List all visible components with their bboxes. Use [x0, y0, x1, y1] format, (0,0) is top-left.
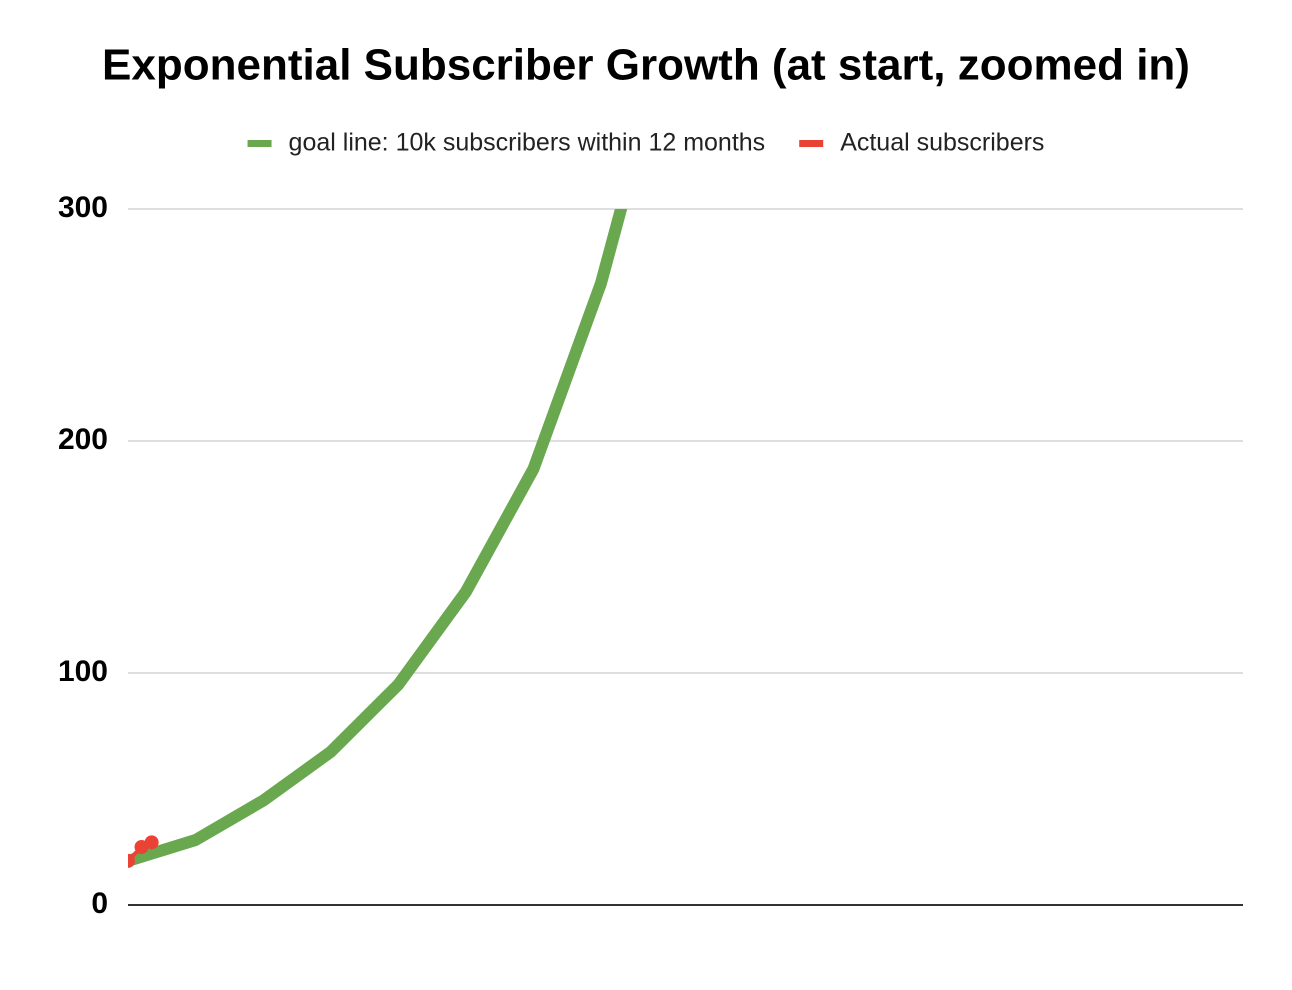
data-point [128, 853, 135, 868]
grid: 0 100 200 300 [58, 191, 1243, 920]
legend-label: goal line: 10k subscribers within 12 mon… [289, 129, 766, 157]
legend: goal line: 10k subscribers within 12 mon… [247, 129, 1044, 157]
chart-title: Exponential Subscriber Growth (at start,… [102, 41, 1190, 90]
legend-item: goal line: 10k subscribers within 12 mon… [247, 129, 766, 157]
y-tick-label: 0 [91, 887, 108, 920]
y-tick-label: 300 [58, 191, 108, 224]
legend-item: Actual subscribers [799, 129, 1044, 157]
y-tick-label: 200 [58, 423, 108, 456]
y-tick-label: 100 [58, 655, 108, 688]
plot-area [128, 209, 628, 868]
legend-swatch [799, 140, 824, 147]
legend-swatch [247, 140, 272, 147]
series-line [128, 209, 628, 867]
data-point [144, 835, 159, 850]
legend-label: Actual subscribers [840, 129, 1044, 157]
